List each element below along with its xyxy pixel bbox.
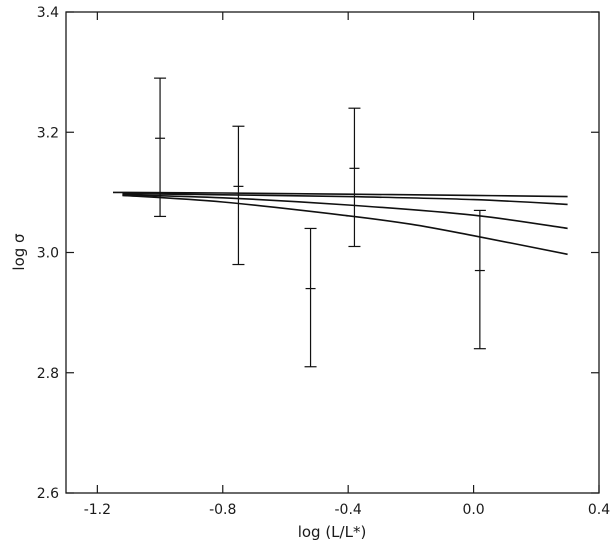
curves: [112, 191, 568, 256]
y-axis-label: log σ: [10, 233, 28, 271]
x-axis-label: log (L/L*): [298, 523, 367, 541]
model-curve: [112, 191, 568, 198]
y-tick-label: 2.6: [37, 486, 59, 502]
x-tick-label: -0.8: [209, 502, 236, 518]
plot-frame: [65, 11, 600, 494]
tick-labels: -1.2 -0.8 -0.4 0.0 0.4 2.6 2.8 3.0 3.2 3.4: [37, 5, 610, 518]
error-bars: [154, 77, 486, 368]
x-tick-label: -0.4: [335, 502, 362, 518]
model-curve: [122, 194, 568, 230]
x-tick-label: 0.4: [588, 502, 610, 518]
x-tick-label: 0.0: [462, 502, 484, 518]
y-tick-label: 3.0: [37, 246, 59, 262]
y-tick-label: 3.2: [37, 125, 59, 141]
x-tick-label: -1.2: [84, 502, 111, 518]
model-curve: [122, 192, 568, 206]
y-tick-label: 2.8: [37, 366, 59, 382]
y-tick-label: 3.4: [37, 5, 59, 21]
model-curve: [122, 194, 568, 256]
ticks: [66, 11, 600, 494]
